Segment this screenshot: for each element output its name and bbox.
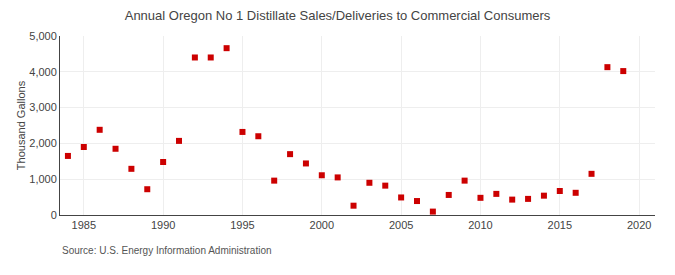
svg-text:1990: 1990 xyxy=(151,219,175,231)
svg-text:1995: 1995 xyxy=(230,219,254,231)
svg-text:2,000: 2,000 xyxy=(29,137,57,149)
svg-text:2010: 2010 xyxy=(468,219,492,231)
svg-text:2020: 2020 xyxy=(627,219,651,231)
svg-text:2015: 2015 xyxy=(548,219,572,231)
svg-text:Source: U.S. Energy Informatio: Source: U.S. Energy Information Administ… xyxy=(62,245,272,256)
svg-text:Annual Oregon No 1 Distillate: Annual Oregon No 1 Distillate Sales/Deli… xyxy=(125,8,551,23)
svg-text:2000: 2000 xyxy=(310,219,334,231)
svg-text:0: 0 xyxy=(51,209,57,221)
svg-text:4,000: 4,000 xyxy=(29,66,57,78)
svg-text:1985: 1985 xyxy=(72,219,96,231)
svg-text:2005: 2005 xyxy=(389,219,413,231)
svg-text:3,000: 3,000 xyxy=(29,101,57,113)
svg-text:Thousand Gallons: Thousand Gallons xyxy=(15,80,27,170)
svg-text:5,000: 5,000 xyxy=(29,30,57,42)
svg-text:1,000: 1,000 xyxy=(29,173,57,185)
